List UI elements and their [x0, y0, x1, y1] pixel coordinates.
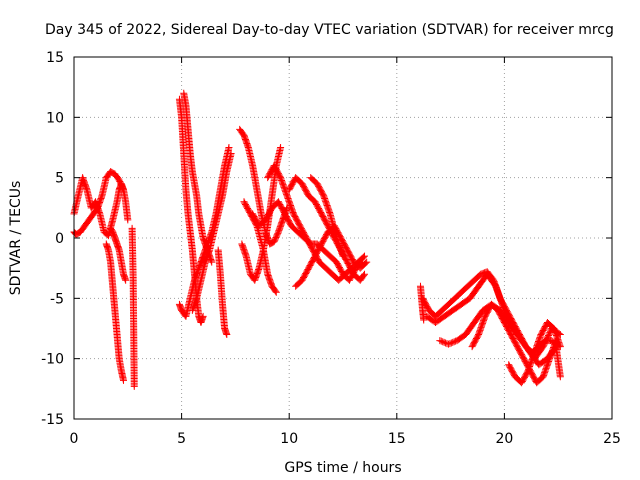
x-axis-label: GPS time / hours: [284, 460, 401, 476]
data-point: [124, 216, 132, 224]
series-s10: [214, 246, 231, 339]
data-point: [130, 382, 138, 390]
data-point: [359, 253, 367, 261]
data-point: [361, 252, 369, 260]
data-point: [495, 292, 503, 300]
data-markers: [70, 89, 564, 390]
x-tick-label: 15: [388, 431, 406, 447]
series-s18: [307, 174, 347, 260]
data-point: [272, 288, 280, 296]
y-tick-label: 5: [55, 171, 64, 187]
series-s3: [102, 240, 127, 384]
data-point: [446, 340, 454, 348]
series-s2: [70, 168, 132, 238]
data-point: [556, 373, 564, 381]
data-point: [496, 295, 504, 303]
y-tick-label: -10: [41, 352, 64, 368]
data-point: [223, 331, 231, 339]
x-tick-label: 25: [603, 431, 621, 447]
x-tick-label: 20: [495, 431, 513, 447]
data-point: [447, 339, 455, 347]
series-s5: [128, 224, 138, 390]
data-point: [493, 287, 501, 295]
y-tick-label: 15: [46, 50, 64, 66]
data-point: [450, 338, 458, 346]
data-point: [437, 337, 445, 345]
series-s4: [107, 224, 130, 284]
data-point: [436, 337, 444, 345]
data-point: [492, 282, 500, 290]
data-point: [444, 340, 452, 348]
data-point: [360, 271, 368, 279]
data-point: [499, 304, 507, 312]
data-point: [496, 294, 504, 302]
data-point: [277, 144, 285, 151]
data-point: [362, 259, 370, 267]
data-point: [494, 289, 502, 297]
data-point: [225, 144, 233, 151]
data-point: [208, 258, 216, 266]
x-tick-label: 10: [280, 431, 298, 447]
data-point: [199, 312, 207, 320]
data-point: [492, 284, 500, 292]
data-point: [556, 343, 564, 351]
data-point: [271, 287, 279, 295]
data-point: [361, 270, 369, 278]
data-point: [122, 276, 130, 284]
series-s13: [240, 198, 280, 296]
data-point: [363, 258, 371, 266]
data-point: [119, 376, 127, 384]
series-s9: [188, 150, 235, 314]
data-point: [494, 288, 502, 296]
data-point: [227, 150, 235, 158]
data-point: [497, 298, 505, 306]
data-point: [420, 316, 428, 324]
data-point: [498, 301, 506, 309]
data-point: [440, 338, 448, 346]
data-point: [493, 285, 501, 293]
data-point: [439, 338, 447, 346]
data-point: [495, 291, 503, 299]
series-s23: [505, 318, 564, 387]
y-tick-label: -5: [50, 291, 64, 307]
axis-ticks: 0 5 10 15 20 25 -15 -10 -5 0 5 10 15: [41, 50, 621, 447]
data-point: [119, 184, 127, 192]
y-axis-label: SDTVAR / TECUs: [8, 181, 24, 296]
y-tick-label: 10: [46, 110, 64, 126]
chart-title: Day 345 of 2022, Sidereal Day-to-day VTE…: [45, 22, 614, 38]
data-point: [339, 252, 347, 260]
data-point: [498, 299, 506, 307]
x-tick-label: 5: [177, 431, 186, 447]
data-point: [499, 302, 507, 310]
data-point: [497, 296, 505, 304]
y-tick-label: -15: [41, 412, 64, 428]
y-tick-label: 0: [55, 231, 64, 247]
x-tick-label: 0: [70, 431, 79, 447]
series-s24: [416, 282, 428, 324]
data-point: [449, 338, 457, 346]
